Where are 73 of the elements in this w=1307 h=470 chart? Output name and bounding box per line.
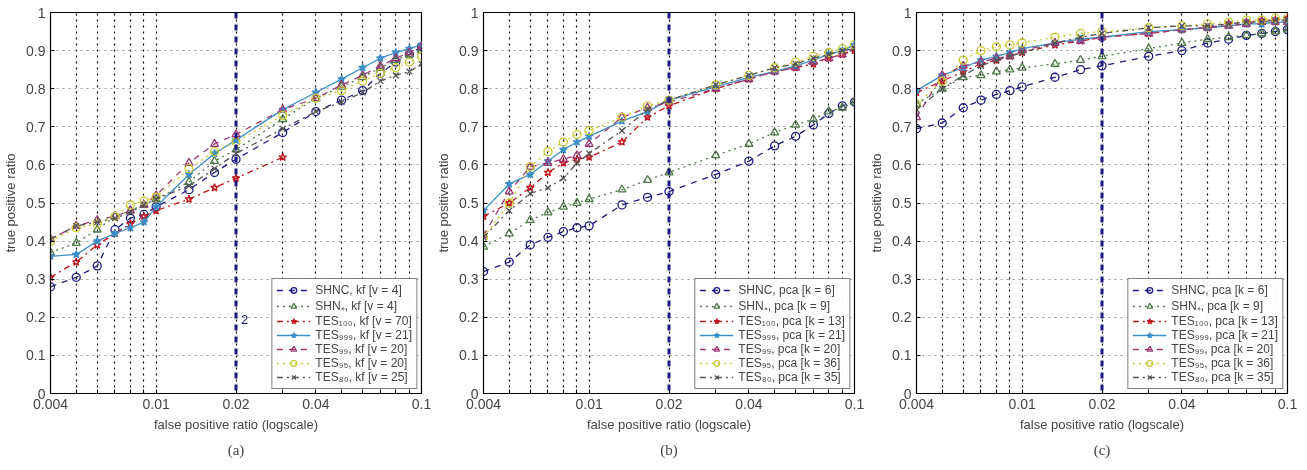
- y-tick-label: 0.3: [459, 271, 479, 288]
- text: (b): [660, 441, 678, 459]
- y-tick-label: 0.4: [459, 233, 479, 250]
- annotation: 2: [241, 312, 249, 328]
- y-tick-label: 0.4: [26, 233, 46, 250]
- legend-label: TES₉₉, pca [k = 20]: [738, 342, 841, 356]
- legend-label: SHN₊, pca [k = 9]: [738, 298, 831, 314]
- y-tick-label: 0.8: [26, 80, 46, 97]
- legend-label: TES₈₀, pca [k = 35]: [1171, 370, 1274, 384]
- legend-label: TES₈₀, kf [v = 25]: [315, 370, 408, 384]
- legend-label: SHNC, pca [k = 6]: [1171, 283, 1268, 297]
- y-tick-label: 0.8: [459, 80, 479, 97]
- y-tick-label: 1: [37, 4, 46, 21]
- y-tick-label: 0.6: [459, 156, 479, 173]
- y-tick-label: 0.5: [26, 195, 46, 211]
- legend-label: SHN₊, kf [v = 4]: [315, 298, 398, 314]
- legend-label: TES₉₅, kf [v = 20]: [315, 356, 408, 370]
- legend-label: TES₉₉₉, kf [v = 21]: [315, 328, 412, 342]
- x-tick-label: 0.1: [844, 395, 865, 412]
- legend-label: SHNC, kf [v = 4]: [315, 283, 402, 297]
- y-tick-label: 0.9: [892, 42, 912, 59]
- y-axis-title: true positive ratio: [3, 153, 19, 253]
- x-tick-label: 0.01: [1008, 395, 1036, 412]
- legend-label: TES₈₀, pca [k = 35]: [738, 370, 841, 384]
- x-tick-label: 0.02: [655, 395, 683, 412]
- text: (a): [227, 441, 245, 459]
- y-tick-label: 0.2: [459, 309, 479, 326]
- x-axis-title: false positive ratio (logscale): [1019, 416, 1185, 432]
- y-tick-label: 0.6: [26, 156, 46, 173]
- y-tick-label: 0.1: [26, 347, 46, 364]
- y-tick-label: 0.5: [459, 195, 479, 211]
- y-tick-label: 0.9: [459, 42, 479, 59]
- y-tick-label: 0.7: [459, 118, 479, 135]
- legend-label: SHNC, pca [k = 6]: [738, 283, 835, 297]
- y-axis-title: true positive ratio: [436, 153, 452, 253]
- x-axis-title: false positive ratio (logscale): [586, 416, 752, 432]
- y-tick-label: 0.7: [26, 118, 46, 135]
- x-tick-label: 0.01: [575, 395, 603, 412]
- y-tick-label: 0.5: [892, 195, 912, 211]
- x-tick-label: 0.04: [1168, 395, 1196, 412]
- y-tick-label: 1: [470, 4, 479, 21]
- x-tick-label: 0.1: [1277, 395, 1298, 412]
- legend-label: TES₉₉, pca [k = 20]: [1171, 342, 1274, 356]
- legend-label: TES₁₀₀, pca [k = 13]: [1171, 314, 1278, 328]
- y-tick-label: 0.6: [892, 156, 912, 173]
- y-tick-label: 0.2: [26, 309, 46, 326]
- x-tick-label: 0.02: [1088, 395, 1116, 412]
- y-tick-label: 0.7: [892, 118, 912, 135]
- y-tick-label: 0.2: [892, 309, 912, 326]
- legend-label: TES₉₅, pca [k = 36]: [1171, 356, 1274, 370]
- y-tick-label: 0.8: [892, 80, 912, 97]
- legend-label: TES₉₉₉, pca [k = 21]: [1171, 328, 1278, 342]
- text: (c): [1093, 441, 1111, 459]
- y-tick-label: 0.3: [892, 271, 912, 288]
- legend-label: TES₁₀₀, kf [v = 70]: [315, 314, 412, 328]
- y-tick-label: 0.1: [459, 347, 479, 364]
- legend-label: TES₁₀₀, pca [k = 13]: [738, 314, 845, 328]
- x-axis-title: false positive ratio (logscale): [153, 416, 319, 432]
- legend-label: TES₉₅, pca [k = 36]: [738, 356, 841, 370]
- legend-label: TES₉₉, kf [v = 20]: [315, 342, 408, 356]
- y-tick-label: 0.9: [26, 42, 46, 59]
- x-tick-label: 0.02: [222, 395, 250, 412]
- y-tick-label: 0.3: [26, 271, 46, 288]
- x-tick-label: 0.04: [302, 395, 330, 412]
- y-axis-title: true positive ratio: [869, 153, 885, 253]
- x-tick-label: 0.1: [411, 395, 432, 412]
- x-tick-label: 0.01: [142, 395, 170, 412]
- y-tick-label: 0.4: [892, 233, 912, 250]
- x-tick-label: 0.04: [735, 395, 763, 412]
- y-tick-label: 1: [903, 4, 912, 21]
- legend-label: TES₉₉₉, pca [k = 21]: [738, 328, 845, 342]
- y-tick-label: 0.1: [892, 347, 912, 364]
- legend-label: SHN₊, pca [k = 9]: [1171, 298, 1264, 314]
